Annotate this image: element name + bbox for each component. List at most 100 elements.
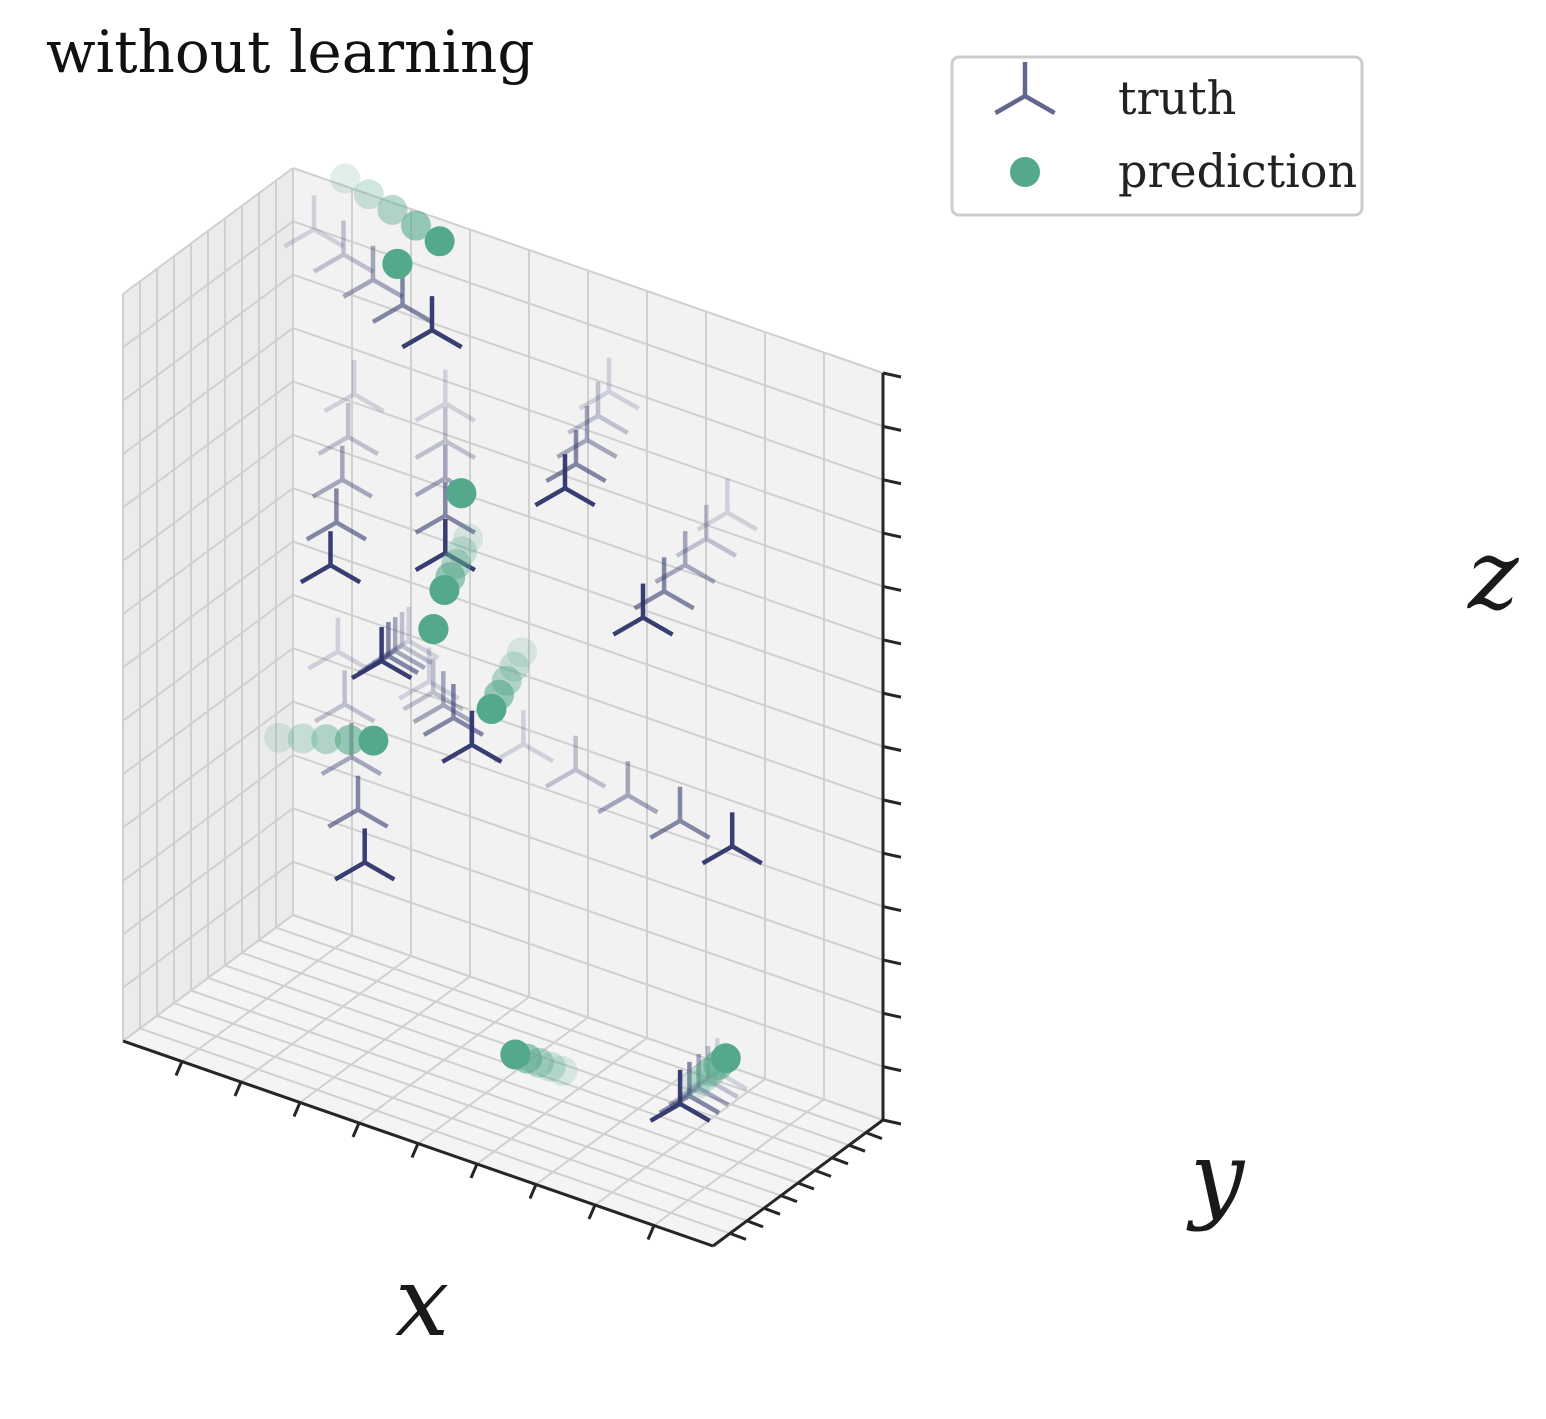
truth-point: [323, 360, 385, 414]
tri-arm-right: [452, 715, 485, 737]
truth-point: [597, 761, 659, 815]
truth-point: [342, 245, 404, 299]
tri-arm-right: [350, 755, 383, 776]
side-grid-z: [122, 433, 294, 562]
z-axis-label: z: [1467, 519, 1520, 631]
tri-arm-right: [470, 742, 503, 764]
tri-arm-left: [327, 807, 360, 829]
prediction-point: [264, 722, 294, 753]
prediction-point: [287, 723, 318, 754]
y-axis-label: y: [1186, 1121, 1246, 1233]
y-tick: [865, 1131, 883, 1141]
tri-arm-left: [612, 615, 645, 637]
tri-arm-left: [654, 563, 687, 585]
prediction-point: [382, 248, 413, 279]
y-tick: [746, 1219, 764, 1229]
prediction-point: [311, 724, 342, 755]
y-tick: [848, 1143, 866, 1153]
tri-arm-left: [307, 649, 340, 671]
truth-point: [317, 402, 379, 456]
back-grid-z: [292, 753, 884, 961]
tri-arm-right: [341, 477, 374, 499]
truth-point: [649, 786, 711, 840]
tri-arm-right: [626, 793, 659, 815]
tri-arm-right: [574, 462, 607, 484]
tri-arm-right: [356, 807, 389, 829]
floor-grid-y: [275, 926, 867, 1134]
tri-arm-right: [430, 328, 463, 350]
tri-arm-left: [696, 510, 729, 532]
tri-arm-left: [649, 1101, 682, 1123]
tri-arm-left: [414, 439, 447, 460]
x-tick: [233, 1081, 243, 1097]
tri-arm-left: [441, 742, 474, 764]
tri-arm-left: [994, 94, 1027, 115]
y-tick: [814, 1168, 832, 1178]
tri-arm-right: [352, 392, 385, 414]
z-tick: [882, 691, 902, 699]
prediction-point: [547, 1055, 578, 1086]
legend: truth prediction: [950, 55, 1364, 217]
tri-arm-right: [444, 439, 477, 460]
tri-arm-left: [371, 302, 404, 324]
tri-arm-left: [675, 536, 708, 558]
truth-point: [283, 195, 345, 249]
truth-point: [649, 1069, 711, 1123]
legend-truth-marker: [994, 62, 1056, 115]
tri-arm-left: [283, 227, 316, 249]
tri-arm-left: [312, 252, 345, 274]
z-tick: [882, 905, 902, 913]
tri-arm-right: [678, 1101, 711, 1123]
tri-arm-right: [407, 638, 440, 660]
tri-arm-left: [414, 401, 447, 423]
truth-point: [313, 670, 376, 724]
y-tick: [797, 1181, 815, 1191]
tri-arm-left: [414, 476, 447, 498]
truth-point: [675, 504, 738, 558]
back-grid-z: [292, 914, 884, 1121]
legend-prediction-marker: [1010, 157, 1040, 187]
truth-point: [556, 405, 618, 459]
truth-point: [350, 627, 413, 681]
tri-arm-right: [684, 563, 716, 585]
truth-point: [658, 1061, 721, 1115]
prediction-point: [334, 724, 365, 755]
side-grid-z: [122, 273, 294, 402]
side-grid-z: [122, 647, 294, 776]
x-tick: [646, 1224, 656, 1241]
back-grid-z: [292, 327, 884, 535]
tri-arm-right: [563, 486, 596, 508]
truth-point: [299, 531, 362, 585]
z-tick: [882, 1011, 902, 1019]
truth-point: [412, 671, 475, 725]
prediction-point: [418, 614, 449, 645]
floor-grid-x: [653, 1098, 825, 1227]
back-grid-z: [292, 647, 884, 855]
tri-arm-left: [402, 690, 435, 712]
tri-arm-left: [414, 513, 447, 535]
prediction-point: [330, 163, 361, 194]
truth-point: [578, 357, 640, 411]
truth-point: [333, 828, 396, 882]
x-tick: [528, 1183, 538, 1200]
floor-grid-y: [207, 977, 799, 1184]
tri-arm-left: [567, 413, 600, 435]
x-tick: [351, 1122, 361, 1138]
tri-arm-right: [522, 742, 555, 764]
legend-truth-symbol: [994, 62, 1056, 115]
legend-frame: [950, 55, 1364, 217]
side-grid-z: [122, 327, 294, 455]
truth-point: [402, 658, 464, 712]
back-grid-z: [292, 807, 884, 1015]
prediction-point: [476, 694, 507, 724]
truth-point: [633, 557, 695, 611]
tri-arm-right: [400, 643, 433, 665]
truth-point: [414, 369, 477, 423]
prediction-point: [429, 575, 460, 605]
floor-grid-x: [535, 1057, 707, 1186]
tri-arm-left: [534, 486, 567, 508]
truth-point: [311, 445, 374, 499]
truth-point: [414, 481, 477, 535]
tri-arm-right: [363, 860, 396, 882]
